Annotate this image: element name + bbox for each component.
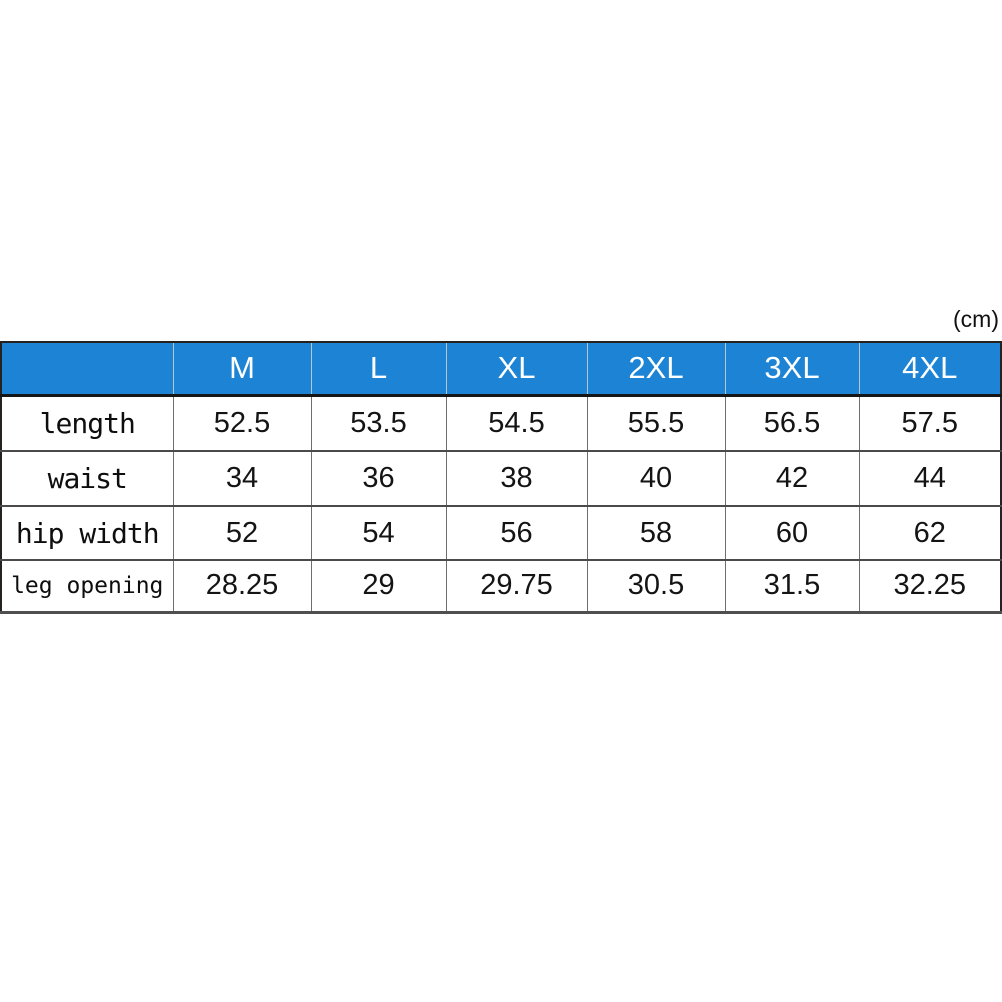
column-header-4xl: 4XL <box>858 342 1001 397</box>
data-cell: 44 <box>858 451 1001 506</box>
data-cell: 55.5 <box>586 395 725 451</box>
data-cell: 29.75 <box>445 560 587 612</box>
data-cell: 53.5 <box>310 395 446 451</box>
data-cell: 52.5 <box>172 395 311 451</box>
row-label-waist: waist <box>1 451 173 506</box>
header-row: M L XL 2XL 3XL 4XL <box>1 342 1001 397</box>
data-cell: 28.25 <box>172 560 311 612</box>
data-cell: 32.25 <box>858 560 1001 612</box>
data-cell: 36 <box>310 451 446 506</box>
data-cell: 29 <box>310 560 446 612</box>
data-cell: 54.5 <box>445 395 587 451</box>
data-cell: 38 <box>445 451 587 506</box>
data-cell: 31.5 <box>724 560 859 612</box>
table-row-leg-opening: leg opening 28.25 29 29.75 30.5 31.5 32.… <box>1 560 1001 612</box>
row-label-hip-width: hip width <box>1 506 173 560</box>
unit-label: (cm) <box>953 306 999 332</box>
data-cell: 34 <box>172 451 311 506</box>
column-header-xl: XL <box>445 342 587 397</box>
column-header-l: L <box>310 342 446 397</box>
data-cell: 60 <box>724 506 859 560</box>
size-chart-table: M L XL 2XL 3XL 4XL length 52.5 53.5 54.5… <box>0 341 1002 614</box>
corner-cell <box>1 342 173 397</box>
data-cell: 62 <box>858 506 1001 560</box>
data-cell: 57.5 <box>858 395 1001 451</box>
size-chart-header: M L XL 2XL 3XL 4XL <box>1 342 1001 397</box>
table-row-length: length 52.5 53.5 54.5 55.5 56.5 57.5 <box>1 395 1001 451</box>
size-chart-body: length 52.5 53.5 54.5 55.5 56.5 57.5 wai… <box>1 395 1001 612</box>
data-cell: 42 <box>724 451 859 506</box>
data-cell: 30.5 <box>586 560 725 612</box>
table-row-hip-width: hip width 52 54 56 58 60 62 <box>1 506 1001 560</box>
row-label-leg-opening: leg opening <box>1 560 173 612</box>
column-header-m: M <box>172 342 311 397</box>
table-row-waist: waist 34 36 38 40 42 44 <box>1 451 1001 506</box>
data-cell: 52 <box>172 506 311 560</box>
data-cell: 54 <box>310 506 446 560</box>
column-header-2xl: 2XL <box>586 342 725 397</box>
data-cell: 40 <box>586 451 725 506</box>
data-cell: 58 <box>586 506 725 560</box>
column-header-3xl: 3XL <box>724 342 859 397</box>
row-label-length: length <box>1 395 173 451</box>
data-cell: 56.5 <box>724 395 859 451</box>
data-cell: 56 <box>445 506 587 560</box>
